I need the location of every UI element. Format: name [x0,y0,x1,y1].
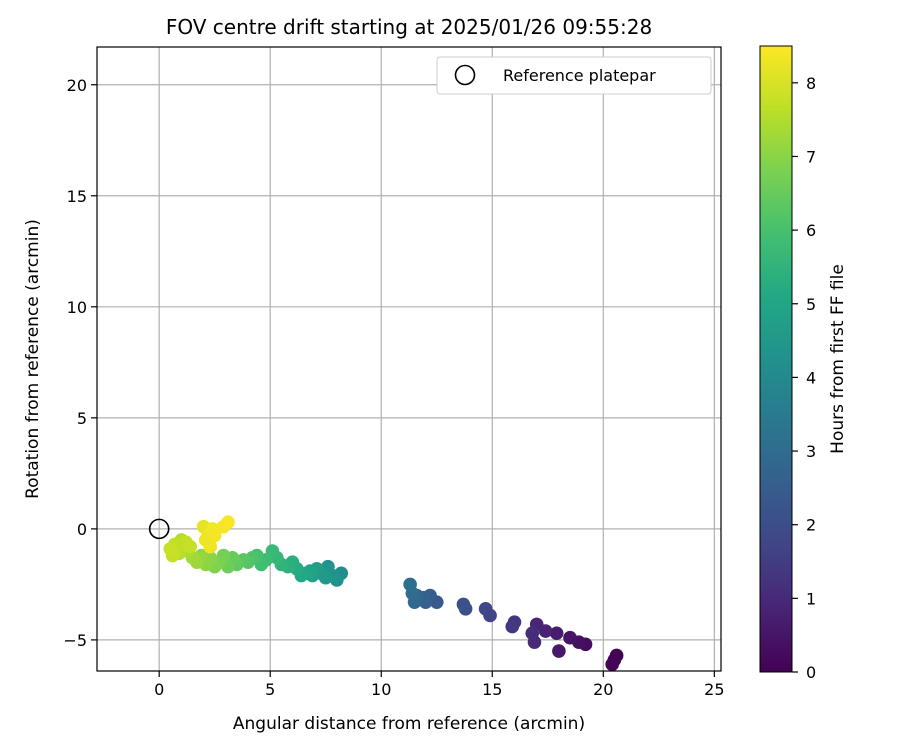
x-tick-label: 15 [482,680,502,699]
colorbar [759,45,793,673]
y-axis-label: Rotation from reference (arcmin) [23,219,43,499]
y-tick-label: 5 [77,409,87,428]
legend-label: Reference platepar [503,66,656,85]
colorbar-tick-label: 0 [806,663,816,682]
y-tick-label: 15 [67,187,87,206]
data-point [163,542,178,556]
y-tick-label: 10 [67,298,87,317]
colorbar-tick-label: 2 [806,516,816,535]
colorbar-tick-label: 4 [806,368,816,387]
colorbar-ticks: 0 1 2 3 4 5 6 7 8 [792,74,816,682]
legend-marker [454,64,476,86]
data-points [163,515,624,672]
y-axis-ticks: −5 0 5 10 15 20 [63,76,97,650]
colorbar-tick-label: 8 [806,74,816,93]
x-tick-label: 0 [154,680,164,699]
data-point [478,602,493,616]
x-tick-label: 10 [371,680,391,699]
data-point [525,626,540,641]
reference-marker [148,518,170,540]
legend-box [436,56,712,95]
y-tick-label: 20 [67,76,87,95]
colorbar-tick-label: 1 [806,589,816,608]
data-point [183,539,198,554]
data-point [207,528,222,543]
plot-frame [96,46,722,672]
y-tick-label: −5 [63,631,87,650]
data-point [552,644,566,658]
chart-title: FOV centre drift starting at 2025/01/26 … [166,15,652,39]
x-axis-label: Angular distance from reference (arcmin) [233,714,585,734]
x-axis-ticks: 0 5 10 15 20 25 [154,671,725,699]
colorbar-tick-label: 5 [806,295,816,314]
data-point [456,597,471,612]
data-point [549,626,564,641]
data-point [403,577,417,592]
colorbar-tick-label: 6 [806,221,816,240]
data-point [221,515,235,530]
x-tick-label: 25 [704,680,724,699]
colorbar-tick-label: 3 [806,442,816,461]
x-tick-label: 5 [265,680,275,699]
colorbar-label: Hours from first FF file [828,264,848,454]
data-point [605,657,619,672]
legend: Reference platepar [436,56,712,95]
data-point [563,630,577,645]
data-point [505,619,520,634]
colorbar-tick-label: 7 [806,147,816,166]
x-tick-label: 20 [593,680,613,699]
grid-lines [97,47,721,671]
y-tick-label: 0 [77,520,87,539]
